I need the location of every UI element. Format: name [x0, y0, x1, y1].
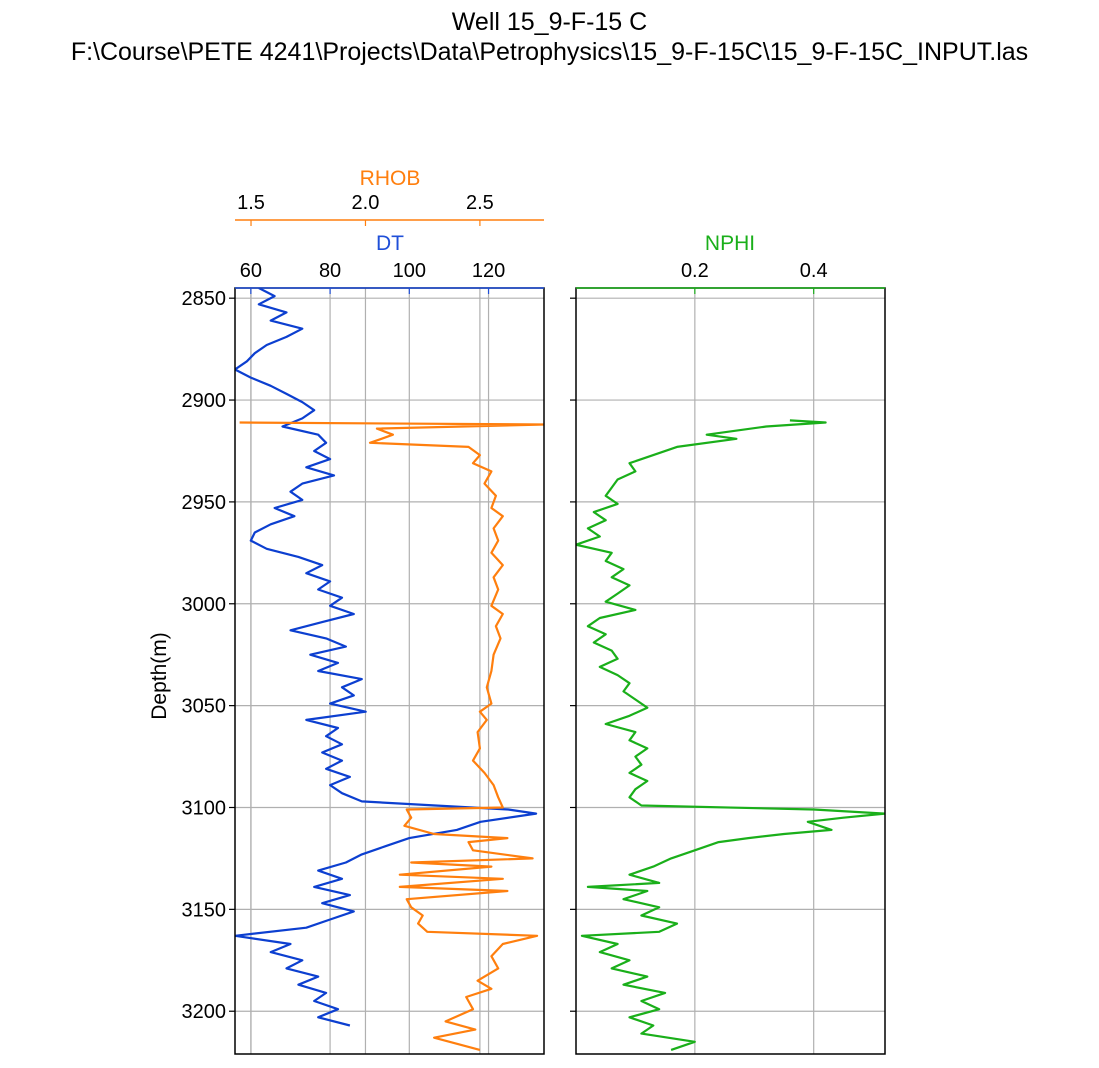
rhob-tick-label: 2.5: [466, 192, 494, 214]
dt-tick-label: 60: [240, 260, 262, 282]
depth-tick-label: 2850: [182, 288, 227, 310]
depth-tick-label: 3200: [182, 1001, 227, 1023]
rhob-tick-label: 1.5: [237, 192, 265, 214]
depth-tick-label: 3100: [182, 797, 227, 819]
depth-axis-label: Depth(m): [148, 632, 171, 720]
track-frame: [575, 287, 886, 1055]
dt-curve: [235, 288, 538, 1027]
depth-tick-label: 2900: [182, 390, 227, 412]
rhob-tick-label: 2.0: [352, 192, 380, 214]
nphi-tick-label: 0.2: [681, 260, 709, 282]
nphi-curve: [576, 419, 885, 1051]
rhob-axis-label: RHOB: [360, 167, 421, 190]
depth-tick-label: 2950: [182, 492, 227, 514]
track-frame: [234, 287, 545, 1055]
track-2: 0.2 0.4: [570, 260, 886, 1055]
dt-tick-label: 100: [393, 260, 426, 282]
dt-tick-label: 120: [472, 260, 505, 282]
track-1: 2850 2900 2950 3000 3050 3100 3150 3200 60 80 100 1…: [182, 192, 545, 1055]
depth-tick-label: 3000: [182, 594, 227, 616]
figure-subtitle-file-path: F:\Course\PETE 4241\Projects\Data\Petrop…: [70, 38, 1029, 66]
figure-title: Well 15_9-F-15 C: [451, 8, 648, 36]
dt-tick-label: 80: [319, 260, 341, 282]
dt-axis-label: DT: [376, 232, 404, 255]
nphi-tick-label: 0.4: [800, 260, 828, 282]
depth-tick-label: 3150: [182, 899, 227, 921]
rhob-curve: [239, 421, 544, 1051]
depth-tick-label: 3050: [182, 696, 227, 718]
nphi-axis-label: NPHI: [705, 232, 755, 255]
